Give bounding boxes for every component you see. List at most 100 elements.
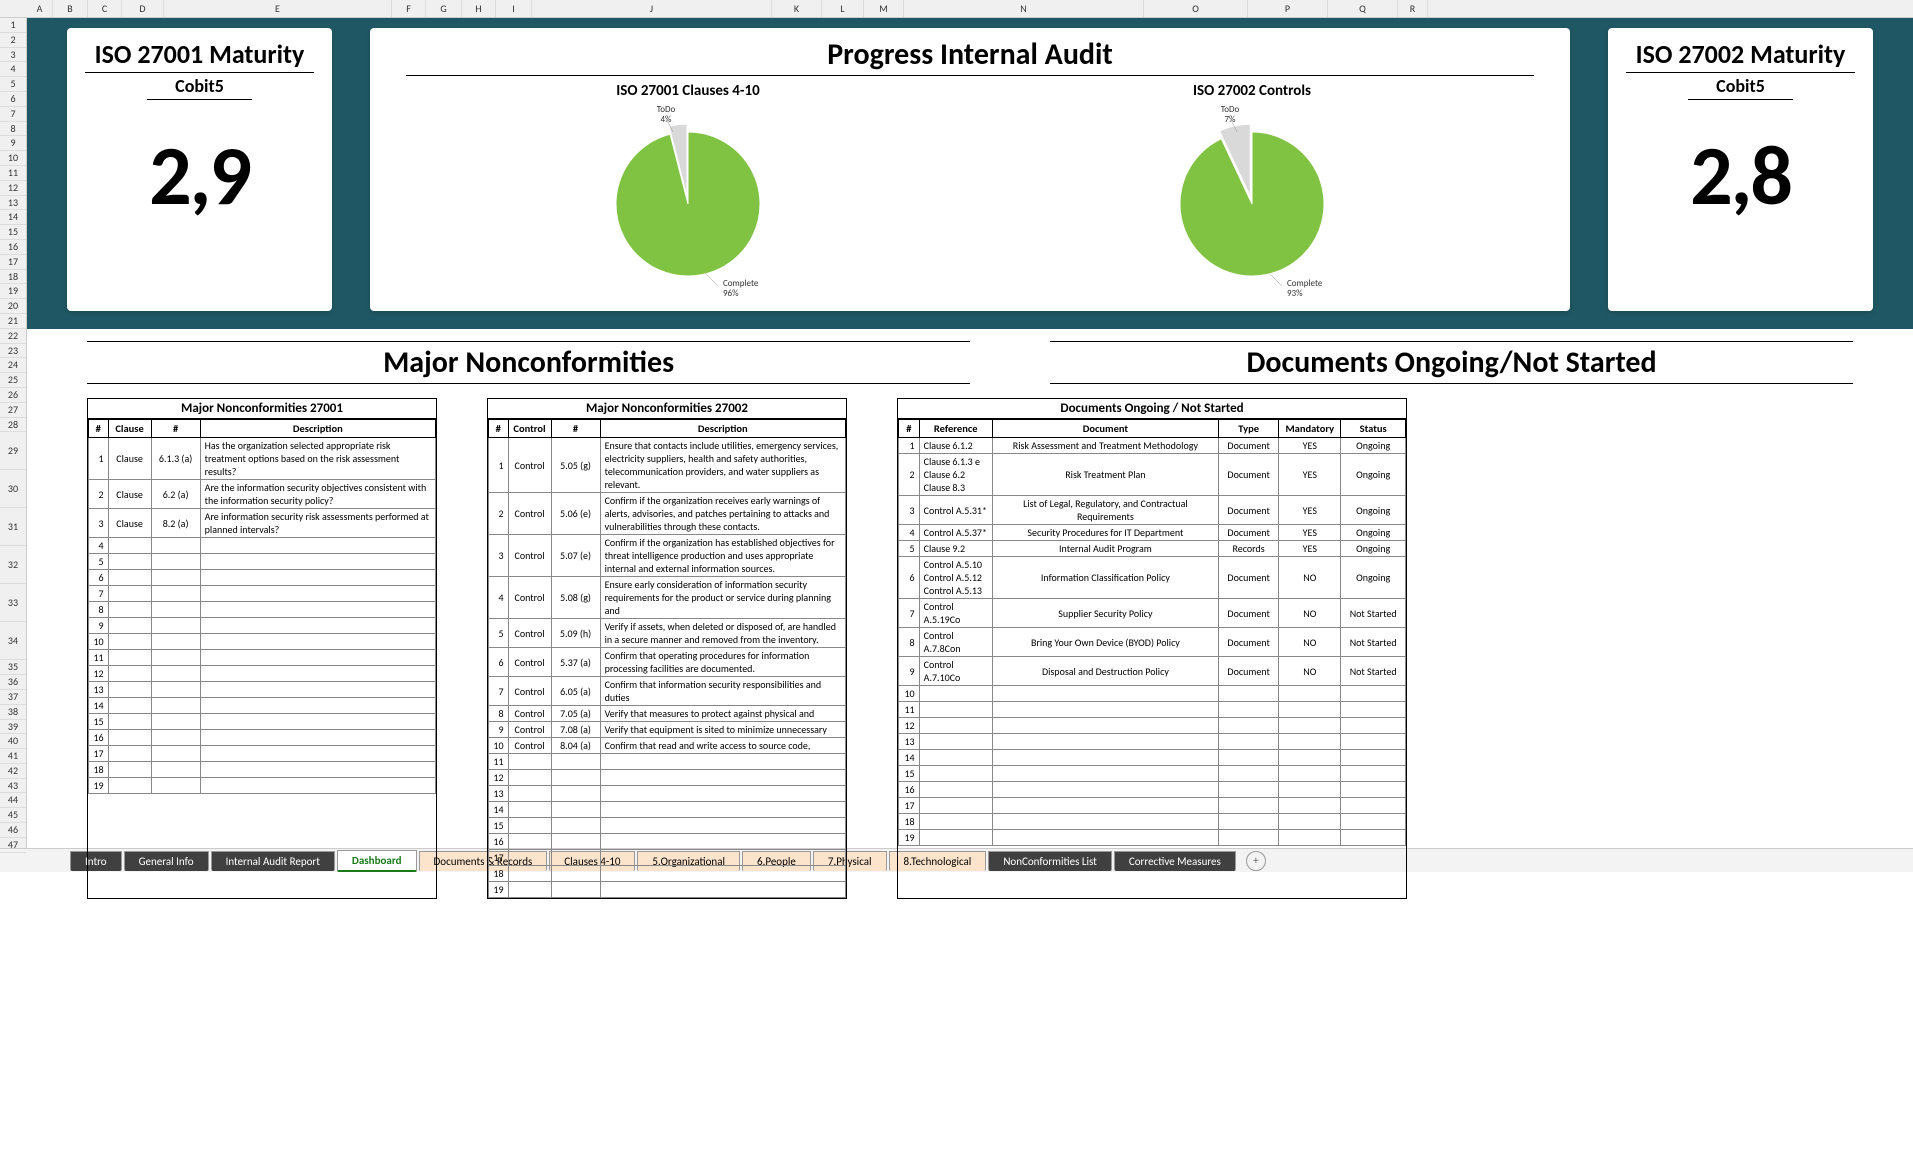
table-row[interactable]: 18 — [89, 762, 436, 778]
table-row[interactable]: 4 — [89, 538, 436, 554]
table-row[interactable]: 19 — [489, 882, 846, 898]
row-hdr-30[interactable]: 30 — [0, 470, 26, 508]
row-hdr-34[interactable]: 34 — [0, 622, 26, 660]
table-row[interactable]: 15 — [89, 714, 436, 730]
col-hdr-E[interactable]: E — [164, 0, 392, 17]
col-hdr-P[interactable]: P — [1248, 0, 1328, 17]
row-hdr-2[interactable]: 2 — [0, 33, 26, 48]
row-hdr-5[interactable]: 5 — [0, 77, 26, 92]
col-hdr-H[interactable]: H — [462, 0, 496, 17]
row-hdr-26[interactable]: 26 — [0, 388, 26, 403]
table-row[interactable]: 13 — [899, 734, 1406, 750]
col-hdr-D[interactable]: D — [122, 0, 164, 17]
table-row[interactable]: 18 — [899, 814, 1406, 830]
row-hdr-37[interactable]: 37 — [0, 690, 26, 705]
table-row[interactable]: 15 — [489, 818, 846, 834]
table-row[interactable]: 4Control A.5.37*Security Procedures for … — [899, 525, 1406, 541]
table-row[interactable]: 12 — [899, 718, 1406, 734]
col-hdr-G[interactable]: G — [426, 0, 462, 17]
table-row[interactable]: 19 — [89, 778, 436, 794]
row-hdr-10[interactable]: 10 — [0, 151, 26, 166]
table-row[interactable]: 19 — [899, 830, 1406, 846]
table-row[interactable]: 14 — [489, 802, 846, 818]
table-row[interactable]: 7Control6.05 (a)Confirm that information… — [489, 677, 846, 706]
row-hdr-9[interactable]: 9 — [0, 136, 26, 151]
table-row[interactable]: 9Control7.08 (a)Verify that equipment is… — [489, 722, 846, 738]
row-hdr-36[interactable]: 36 — [0, 675, 26, 690]
col-hdr-M[interactable]: M — [864, 0, 904, 17]
row-hdr-29[interactable]: 29 — [0, 432, 26, 470]
table-row[interactable]: 16 — [899, 782, 1406, 798]
col-hdr-F[interactable]: F — [392, 0, 426, 17]
table-row[interactable]: 15 — [899, 766, 1406, 782]
row-hdr-42[interactable]: 42 — [0, 764, 26, 779]
col-hdr-N[interactable]: N — [904, 0, 1144, 17]
table-row[interactable]: 7Control A.5.19CoSupplier Security Polic… — [899, 599, 1406, 628]
table-row[interactable]: 1Control5.05 (g)Ensure that contacts inc… — [489, 438, 846, 493]
table-row[interactable]: 9 — [89, 618, 436, 634]
row-hdr-43[interactable]: 43 — [0, 779, 26, 794]
row-hdr-35[interactable]: 35 — [0, 660, 26, 675]
row-hdr-32[interactable]: 32 — [0, 546, 26, 584]
row-hdr-27[interactable]: 27 — [0, 403, 26, 418]
table-row[interactable]: 6 — [89, 570, 436, 586]
col-hdr-K[interactable]: K — [772, 0, 822, 17]
table-row[interactable]: 8Control A.7.8ConBring Your Own Device (… — [899, 628, 1406, 657]
table-row[interactable]: 5Clause 9.2Internal Audit ProgramRecords… — [899, 541, 1406, 557]
row-hdr-15[interactable]: 15 — [0, 225, 26, 240]
table-row[interactable]: 13 — [489, 786, 846, 802]
table-row[interactable]: 17 — [899, 798, 1406, 814]
col-hdr-R[interactable]: R — [1398, 0, 1428, 17]
table-row[interactable]: 14 — [89, 698, 436, 714]
table-row[interactable]: 5 — [89, 554, 436, 570]
table-row[interactable]: 8Control7.05 (a)Verify that measures to … — [489, 706, 846, 722]
table-row[interactable]: 2Control5.06 (e)Confirm if the organizat… — [489, 493, 846, 535]
col-hdr-C[interactable]: C — [88, 0, 122, 17]
table-row[interactable]: 8 — [89, 602, 436, 618]
table-row[interactable]: 6Control5.37 (a)Confirm that operating p… — [489, 648, 846, 677]
table-row[interactable]: 6Control A.5.10 Control A.5.12 Control A… — [899, 557, 1406, 599]
table-row[interactable]: 11 — [899, 702, 1406, 718]
row-hdr-1[interactable]: 1 — [0, 18, 26, 33]
row-hdr-31[interactable]: 31 — [0, 508, 26, 546]
row-hdr-28[interactable]: 28 — [0, 418, 26, 433]
row-hdr-11[interactable]: 11 — [0, 166, 26, 181]
row-hdr-38[interactable]: 38 — [0, 705, 26, 720]
row-hdr-18[interactable]: 18 — [0, 270, 26, 285]
table-row[interactable]: 7 — [89, 586, 436, 602]
row-hdr-23[interactable]: 23 — [0, 344, 26, 359]
col-hdr-O[interactable]: O — [1144, 0, 1248, 17]
row-hdr-17[interactable]: 17 — [0, 255, 26, 270]
row-hdr-19[interactable]: 19 — [0, 284, 26, 299]
table-row[interactable]: 12 — [89, 666, 436, 682]
row-hdr-44[interactable]: 44 — [0, 793, 26, 808]
row-hdr-41[interactable]: 41 — [0, 749, 26, 764]
table-row[interactable]: 13 — [89, 682, 436, 698]
row-hdr-39[interactable]: 39 — [0, 720, 26, 735]
row-hdr-3[interactable]: 3 — [0, 48, 26, 63]
table-row[interactable]: 16 — [489, 834, 846, 850]
row-hdr-14[interactable]: 14 — [0, 210, 26, 225]
row-hdr-13[interactable]: 13 — [0, 196, 26, 211]
table-row[interactable]: 2Clause 6.1.3 e Clause 6.2 Clause 8.3Ris… — [899, 454, 1406, 496]
table-row[interactable]: 10Control8.04 (a)Confirm that read and w… — [489, 738, 846, 754]
col-hdr-A[interactable]: A — [27, 0, 53, 17]
row-hdr-6[interactable]: 6 — [0, 92, 26, 107]
row-hdr-12[interactable]: 12 — [0, 181, 26, 196]
row-hdr-46[interactable]: 46 — [0, 823, 26, 838]
table-row[interactable]: 3Control5.07 (e)Confirm if the organizat… — [489, 535, 846, 577]
table-row[interactable]: 9Control A.7.10CoDisposal and Destructio… — [899, 657, 1406, 686]
row-hdr-40[interactable]: 40 — [0, 734, 26, 749]
row-hdr-24[interactable]: 24 — [0, 358, 26, 373]
table-row[interactable]: 3Clause8.2 (a)Are information security r… — [89, 509, 436, 538]
table-row[interactable]: 1Clause6.1.3 (a)Has the organization sel… — [89, 438, 436, 480]
table-row[interactable]: 11 — [89, 650, 436, 666]
row-hdr-16[interactable]: 16 — [0, 240, 26, 255]
table-row[interactable]: 12 — [489, 770, 846, 786]
col-hdr-I[interactable]: I — [496, 0, 532, 17]
table-row[interactable]: 17 — [89, 746, 436, 762]
row-hdr-22[interactable]: 22 — [0, 329, 26, 344]
table-row[interactable]: 3Control A.5.31*List of Legal, Regulator… — [899, 496, 1406, 525]
col-hdr-Q[interactable]: Q — [1328, 0, 1398, 17]
col-hdr-L[interactable]: L — [822, 0, 864, 17]
